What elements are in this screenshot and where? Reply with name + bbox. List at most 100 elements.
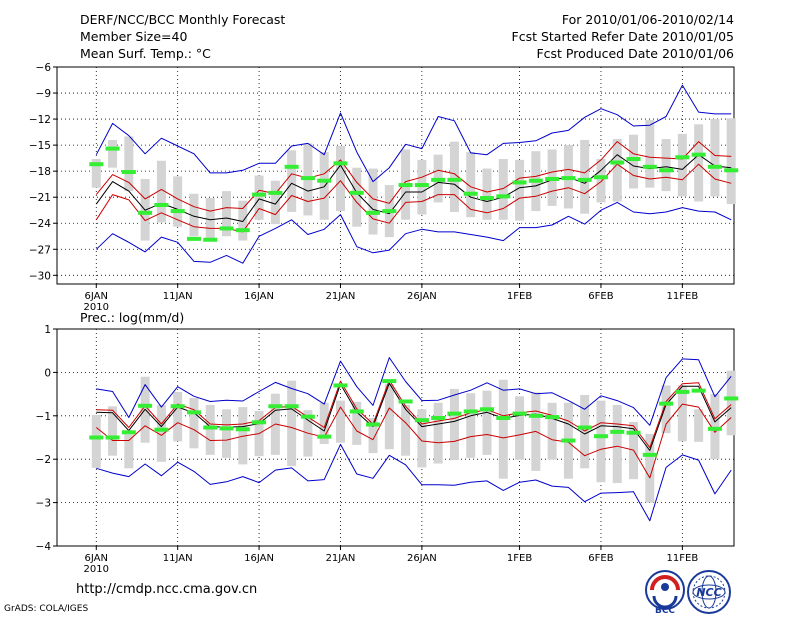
member-spread-box [189, 193, 199, 237]
member-spread-box [726, 370, 736, 436]
forecast-marker [252, 420, 267, 425]
forecast-marker [545, 415, 560, 420]
member-spread-box [384, 384, 394, 450]
x-tick-label: 11JAN [163, 553, 193, 564]
member-spread-box [710, 394, 720, 460]
x-tick-label: 6FEB [588, 553, 613, 564]
member-spread-box [645, 119, 655, 188]
member-spread-box [189, 398, 199, 449]
forecast-marker [414, 183, 429, 188]
forecast-marker [463, 191, 478, 196]
forecast-marker [398, 399, 413, 404]
forecast-marker [121, 170, 136, 175]
forecast-marker [268, 190, 283, 195]
x-tick-label: 21JAN [326, 291, 356, 302]
member-spread-box [319, 152, 329, 220]
upper-outer-line [96, 357, 732, 426]
x-tick-label: 16JAN [244, 553, 274, 564]
member-spread-box [677, 385, 687, 442]
forecast-marker [138, 403, 153, 408]
member-spread-box [287, 380, 297, 467]
member-spread-box [466, 393, 476, 458]
grads-credit: GrADS: COLA/IGES [4, 604, 89, 614]
forecast-marker [284, 164, 299, 169]
ensemble-mean-line [96, 382, 732, 451]
member-spread-box [580, 394, 590, 469]
member-spread-box [710, 119, 720, 197]
x-tick-label: 11FEB [667, 553, 699, 564]
x-tick-label: 1FEB [507, 291, 532, 302]
variable-label: Mean Surf. Temp.: °C [80, 46, 211, 61]
forecast-marker [577, 425, 592, 430]
forecast-marker [610, 429, 625, 434]
member-spread-box [498, 379, 508, 479]
member-spread-box [91, 414, 101, 468]
forecast-marker [577, 177, 592, 182]
y-tick-label: −1 [36, 411, 51, 423]
member-spread-box [661, 385, 671, 434]
forecast-marker [610, 160, 625, 165]
forecast-marker [252, 192, 267, 197]
x-tick-label: 1FEB [507, 553, 532, 564]
member-spread-box [108, 139, 118, 168]
upper-inner-line [96, 379, 732, 448]
forecast-marker [593, 434, 608, 439]
forecast-marker [659, 168, 674, 173]
plot-frame [56, 328, 735, 547]
member-spread-box [401, 404, 411, 456]
member-spread-box [319, 402, 329, 445]
y-tick-label: −30 [29, 270, 51, 282]
source-url[interactable]: http://cmdp.ncc.cma.gov.cn [76, 582, 258, 597]
forecast-marker [496, 194, 511, 199]
forecast-marker [382, 379, 397, 384]
upper-inner-line [95, 141, 732, 212]
forecast-marker [284, 404, 299, 409]
forecast-marker [528, 178, 543, 183]
forecast-marker [203, 425, 218, 430]
forecast-marker [366, 210, 381, 215]
x-tick-label: 6JAN [85, 553, 108, 564]
forecast-marker [431, 415, 446, 420]
member-spread-box [270, 180, 280, 225]
forecast-marker [203, 237, 218, 242]
forecast-marker [349, 409, 364, 414]
forecast-marker [154, 427, 169, 432]
member-spread-box [596, 159, 606, 203]
forecast-marker [186, 236, 201, 241]
forecast-marker [496, 415, 511, 420]
member-spread-box [205, 404, 215, 455]
forecast-marker [235, 228, 250, 233]
member-spread-box [287, 150, 297, 212]
lower-inner-line [95, 163, 732, 233]
member-spread-box [629, 134, 639, 189]
member-spread-box [580, 139, 590, 214]
member-spread-box [352, 167, 362, 227]
member-spread-box [515, 396, 525, 460]
forecast-marker [186, 410, 201, 415]
member-spread-box [173, 176, 183, 227]
panel-temperature: −30 −27 −24 −21 −18 −15 −12 −9 −6 6JAN 11JAN 16JAN 2… [29, 62, 739, 313]
x-tick-label: 26JAN [407, 553, 437, 564]
x-tick-label: 11JAN [163, 291, 193, 302]
forecast-marker [121, 430, 136, 435]
member-spread-box [156, 404, 166, 462]
y-tick-label: −3 [36, 498, 51, 510]
bcc-logo-text: BCC [655, 606, 675, 616]
ensemble-mean-line [95, 154, 732, 222]
member-spread-box [661, 139, 671, 192]
member-spread-box [368, 168, 378, 235]
forecast-marker [480, 196, 494, 201]
member-spread-box [417, 159, 427, 215]
member-spread-box [238, 200, 248, 241]
x-tick-label: 21JAN [326, 553, 356, 564]
ncc-logo-icon: NCC [687, 570, 731, 614]
forecast-marker [300, 414, 315, 419]
forecast-marker [691, 152, 706, 157]
forecast-marker [675, 155, 690, 160]
member-spread-box [482, 390, 492, 455]
ncc-logo-text: NCC [696, 586, 721, 599]
forecast-marker [398, 183, 413, 188]
year-label: 2010 [84, 302, 109, 313]
forecast-marker [235, 427, 250, 432]
